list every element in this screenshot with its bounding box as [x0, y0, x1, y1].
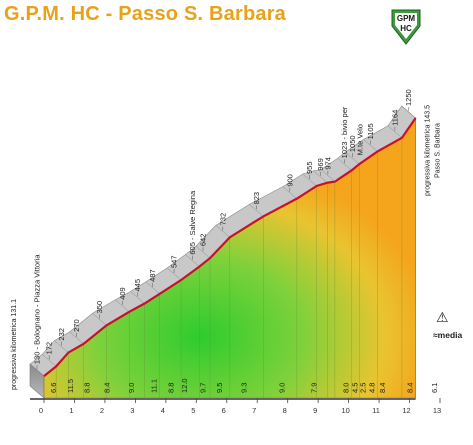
- altitude-label: 172: [45, 342, 54, 355]
- altitude-label: 642: [199, 234, 208, 247]
- gpm-badge: GPM HC: [391, 9, 421, 45]
- brand-icon: ⚠: [436, 310, 449, 326]
- side-note: Passo S. Barbara: [435, 123, 442, 178]
- altitude-label: 1105: [366, 123, 375, 139]
- top-face-divider: [320, 169, 336, 182]
- altitude-label: 1050: [348, 135, 357, 152]
- side-note: progressiva kilometrica 131.1: [11, 299, 18, 390]
- x-tick-label: 5: [191, 406, 195, 415]
- altitude-label: 547: [170, 255, 179, 268]
- gradient-label: 7.9: [310, 383, 319, 393]
- altitude-label: 130 - Bolognano - Piazza Vittoria: [33, 254, 42, 364]
- gpm-badge-line2: HC: [400, 24, 412, 33]
- top-face-divider: [166, 267, 182, 281]
- road-line: [43, 117, 417, 377]
- top-face-divider: [345, 151, 360, 165]
- gradient-label: 9.0: [127, 383, 136, 393]
- altitude-label: 487: [148, 269, 157, 282]
- gradient-label: 12.0: [180, 378, 189, 393]
- x-tick-label: 3: [130, 406, 134, 415]
- altitude-label: 1023 - bivio per: [340, 106, 349, 158]
- gradient-label: 2.5: [358, 383, 367, 393]
- altitude-label: 823: [252, 192, 261, 205]
- top-face-divider: [29, 363, 45, 377]
- gradient-label: 6.1: [430, 383, 439, 393]
- gradient-label: 9.7: [198, 383, 207, 393]
- x-tick-label: 7: [252, 406, 256, 415]
- altitude-label: 270: [72, 319, 81, 332]
- gradient-label: 4.8: [367, 383, 376, 393]
- altitude-label: 1164: [390, 110, 399, 126]
- x-tick-label: 12: [402, 406, 410, 415]
- x-tick-label: 13: [433, 406, 441, 415]
- gpm-badge-line1: GPM: [397, 14, 416, 23]
- altitude-label: 1250: [404, 89, 413, 106]
- gradient-label: 8.4: [102, 383, 111, 393]
- altitude-label: 900: [285, 174, 294, 187]
- gradient-label: 9.5: [215, 383, 224, 393]
- altitude-label: 409: [118, 287, 127, 300]
- top-face-divider: [54, 340, 69, 353]
- top-face-divider: [249, 204, 264, 217]
- gradient-label: 8.4: [406, 383, 415, 393]
- gradient-label: 8.8: [166, 383, 175, 393]
- altitude-label: 350: [95, 301, 104, 314]
- top-face-divider: [185, 254, 200, 267]
- altitude-label: 974: [323, 157, 332, 170]
- x-tick-label: 8: [283, 406, 287, 415]
- top-face-divider: [387, 125, 403, 139]
- x-tick-label: 11: [372, 406, 380, 415]
- top-face-divider: [313, 170, 328, 183]
- gradient-label: 6.6: [49, 383, 58, 393]
- top-face-divider: [401, 105, 416, 119]
- gradient-label: 9.0: [278, 383, 287, 393]
- x-tick-label: 1: [69, 406, 73, 415]
- x-tick-label: 6: [222, 406, 226, 415]
- gradient-label: 9.3: [240, 383, 249, 393]
- x-tick-label: 2: [100, 406, 104, 415]
- top-face-divider: [69, 331, 84, 345]
- gpm-badge-inner: [395, 13, 417, 39]
- altitude-label: 969: [316, 158, 325, 171]
- gradient-label: 11.1: [150, 379, 159, 393]
- gradient-label: 4.5: [351, 383, 360, 393]
- top-face-divider: [363, 139, 378, 152]
- x-tick-label: 9: [313, 406, 317, 415]
- gradient-label: 8.4: [378, 383, 387, 393]
- gradient-label: 8.0: [342, 383, 351, 393]
- top-face-divider: [92, 313, 107, 326]
- brand-text: ≈media: [433, 330, 463, 340]
- top-face-divider: [215, 225, 230, 238]
- page-title: G.P.M. HC - Passo S. Barbara: [4, 3, 286, 25]
- top-face-divider: [195, 245, 211, 259]
- brand-logo: ⚠ ≈media: [433, 310, 463, 340]
- altitude-label: 232: [57, 328, 66, 341]
- top-face-divider: [145, 281, 160, 295]
- altitude-label: 605 - Salve Regina: [188, 190, 197, 255]
- top-face-divider: [115, 299, 130, 312]
- gradient-label: 11.5: [66, 379, 75, 393]
- altitude-label: 732: [218, 213, 227, 226]
- gradient-label: 8.8: [83, 383, 92, 393]
- baseline: [30, 398, 416, 400]
- x-tick-label: 0: [39, 406, 43, 415]
- top-face-divider: [282, 186, 297, 199]
- top-face-divider: [130, 291, 145, 304]
- top-face-divider: [337, 158, 352, 171]
- x-tick-label: 10: [341, 406, 349, 415]
- top-face-divider: [302, 173, 317, 187]
- top-face-divider: [42, 354, 57, 367]
- altitude-label: 445: [133, 279, 142, 292]
- side-note: progressiva kilometrica 143.5: [425, 105, 432, 196]
- x-tick-label: 4: [161, 406, 165, 415]
- secondary-label: M.te Velo: [356, 124, 365, 155]
- altitude-label: 955: [305, 161, 314, 174]
